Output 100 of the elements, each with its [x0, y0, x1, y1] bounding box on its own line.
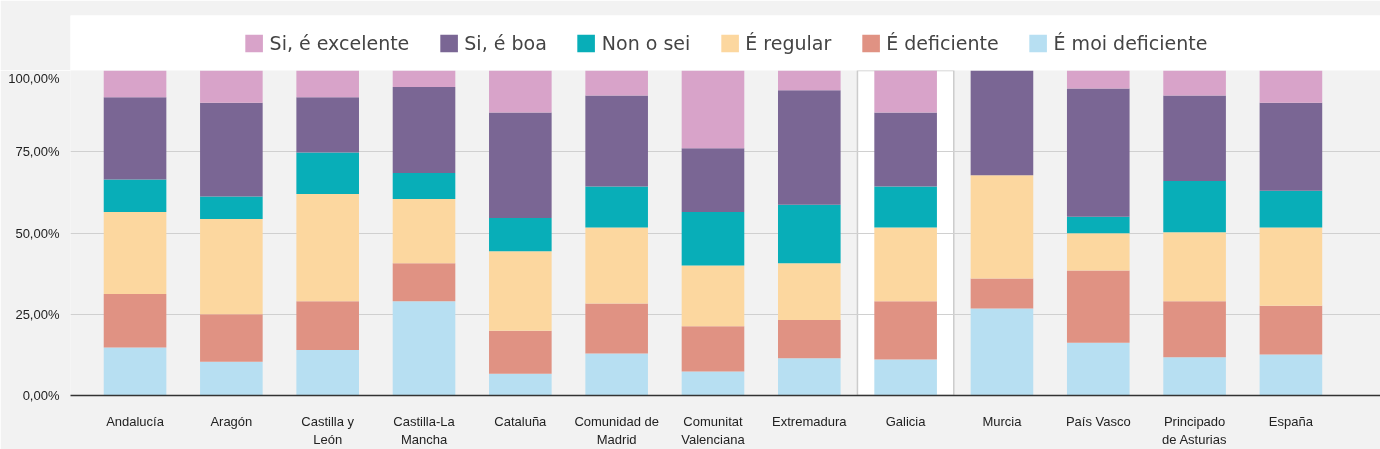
bar — [103, 347, 167, 396]
x-tick-label: Principado de Asturias — [1162, 413, 1227, 447]
bar — [392, 263, 456, 302]
bar — [874, 227, 937, 302]
bar — [200, 196, 263, 220]
bar — [1163, 357, 1226, 396]
bar — [1066, 342, 1130, 396]
bar — [778, 204, 841, 264]
bar — [200, 361, 263, 396]
bar — [1259, 305, 1323, 355]
x-tick-label: Andalucía — [106, 413, 165, 429]
bar — [778, 320, 841, 359]
bar — [392, 87, 456, 173]
bar — [681, 148, 745, 212]
bar — [489, 112, 552, 219]
x-tick-label: Cataluña — [494, 413, 548, 429]
bar — [778, 358, 841, 396]
bar — [1163, 95, 1226, 181]
bar — [970, 70, 1034, 176]
bar — [874, 112, 937, 187]
legend-label: É regular — [745, 31, 832, 54]
bar — [1066, 70, 1130, 89]
bar — [296, 152, 359, 194]
legend-label: Si, é boa — [464, 31, 547, 54]
bar — [489, 70, 552, 113]
x-tick-label: España — [1268, 413, 1314, 429]
bar — [874, 186, 937, 228]
bar — [200, 314, 263, 362]
bar — [1066, 216, 1130, 234]
bar — [1259, 190, 1323, 228]
bar — [103, 97, 167, 180]
bar — [200, 219, 263, 315]
x-tick-label: País Vasco — [1065, 413, 1131, 429]
bar — [296, 70, 359, 98]
bar — [970, 308, 1034, 396]
bar — [1259, 102, 1323, 191]
y-tick-label: 50,00% — [15, 225, 60, 241]
bar — [1066, 88, 1130, 217]
bar — [681, 211, 745, 266]
x-tick-label: Castilla y León — [301, 413, 355, 447]
bar — [585, 95, 648, 187]
bar — [874, 70, 937, 113]
bar — [681, 265, 745, 327]
bar — [296, 194, 359, 302]
bar — [392, 198, 456, 264]
y-tick-label: 0,00% — [22, 388, 60, 403]
bar — [681, 70, 745, 149]
bar — [1163, 301, 1226, 358]
bar — [1163, 232, 1226, 302]
bar — [392, 172, 456, 199]
bar — [392, 70, 456, 88]
bar — [681, 371, 745, 396]
legend-label: É moi deficiente — [1053, 31, 1208, 54]
bar — [778, 263, 841, 321]
bar — [392, 301, 456, 396]
bar — [489, 330, 552, 374]
bar — [1259, 227, 1323, 306]
bar — [778, 90, 841, 205]
y-tick-label: 25,00% — [15, 306, 60, 322]
bar — [874, 301, 937, 360]
bar — [585, 353, 648, 396]
x-tick-label: Comunitat Valenciana — [681, 413, 746, 447]
bar — [103, 70, 167, 98]
bar — [585, 303, 648, 354]
bar — [489, 218, 552, 252]
bar — [296, 350, 359, 396]
bar — [1066, 270, 1130, 343]
legend-label: Non o sei — [601, 31, 691, 54]
bar — [585, 70, 648, 96]
bar — [970, 278, 1034, 309]
bar — [585, 227, 648, 304]
bar — [1259, 354, 1323, 396]
bar — [1066, 233, 1130, 271]
bar — [1163, 70, 1226, 96]
bar — [296, 301, 359, 350]
legend-label: É deficiente — [886, 31, 999, 54]
bar — [489, 373, 552, 396]
bar — [489, 251, 552, 331]
bar — [1163, 181, 1226, 233]
bar — [970, 175, 1034, 279]
x-tick-label: Galicia — [885, 413, 927, 429]
bar — [1259, 70, 1323, 103]
x-tick-label: Aragón — [210, 413, 253, 429]
bar — [200, 102, 263, 197]
y-tick-label: 75,00% — [15, 144, 60, 160]
y-tick-label: 100,00% — [8, 70, 60, 86]
bar — [874, 359, 937, 396]
legend-label: Si, é excelente — [269, 31, 410, 54]
x-tick-label: Extremadura — [772, 413, 848, 429]
bar — [200, 70, 263, 103]
bar — [296, 97, 359, 153]
bar — [778, 70, 841, 91]
bar — [103, 179, 167, 212]
x-tick-label: Comunidad de Madrid — [574, 413, 659, 447]
x-tick-label: Murcia — [982, 413, 1023, 429]
bar — [585, 186, 648, 228]
bar — [103, 294, 167, 348]
x-tick-label: Castilla-La Mancha — [393, 413, 456, 447]
bar — [681, 326, 745, 372]
bar — [103, 211, 167, 295]
